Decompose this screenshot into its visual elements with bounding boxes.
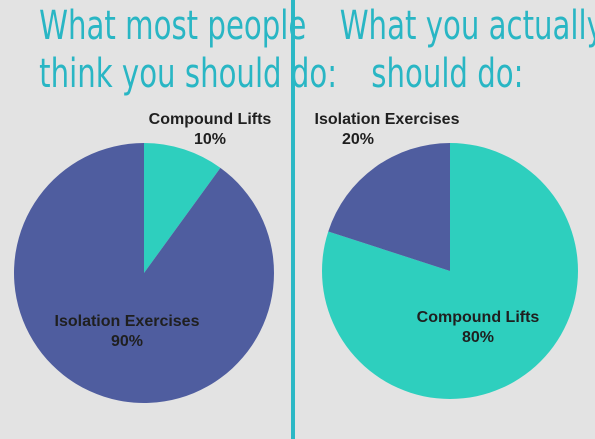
- right-isolation-exercises-label: Isolation Exercises 20%: [302, 110, 472, 150]
- right-compound-lifts-value: 80%: [461, 329, 495, 346]
- left-pie-slice-isolation-exercises: [13, 143, 274, 403]
- right-compound-lifts-name: Compound Lifts: [416, 309, 540, 326]
- left-isolation-exercises-name: Isolation Exercises: [54, 313, 200, 330]
- left-panel-title: What most people think you should do:: [39, 2, 338, 98]
- left-compound-lifts-value: 10%: [193, 131, 227, 148]
- left-isolation-exercises-label: Isolation Exercises 90%: [42, 312, 212, 352]
- right-isolation-exercises-name: Isolation Exercises: [314, 111, 460, 128]
- left-isolation-exercises-value: 90%: [110, 333, 144, 350]
- right-pie-chart: [322, 143, 578, 399]
- panel-divider: [291, 0, 295, 439]
- left-title-line-1: What most people: [39, 3, 307, 49]
- left-compound-lifts-name: Compound Lifts: [148, 111, 272, 128]
- right-compound-lifts-label: Compound Lifts 80%: [398, 308, 558, 348]
- left-title-line-2: think you should do:: [39, 51, 338, 97]
- right-title-line-2: should do:: [371, 51, 524, 97]
- left-pie-slice-compound-lifts: [144, 143, 221, 273]
- right-title-line-1: What you actually: [339, 3, 595, 49]
- right-isolation-exercises-value: 20%: [341, 131, 375, 148]
- right-pie-slice-isolation-exercises: [328, 143, 450, 271]
- right-panel-title: What you actually should do:: [339, 2, 595, 98]
- left-pie-chart: [13, 143, 274, 403]
- left-compound-lifts-label: Compound Lifts 10%: [135, 110, 285, 150]
